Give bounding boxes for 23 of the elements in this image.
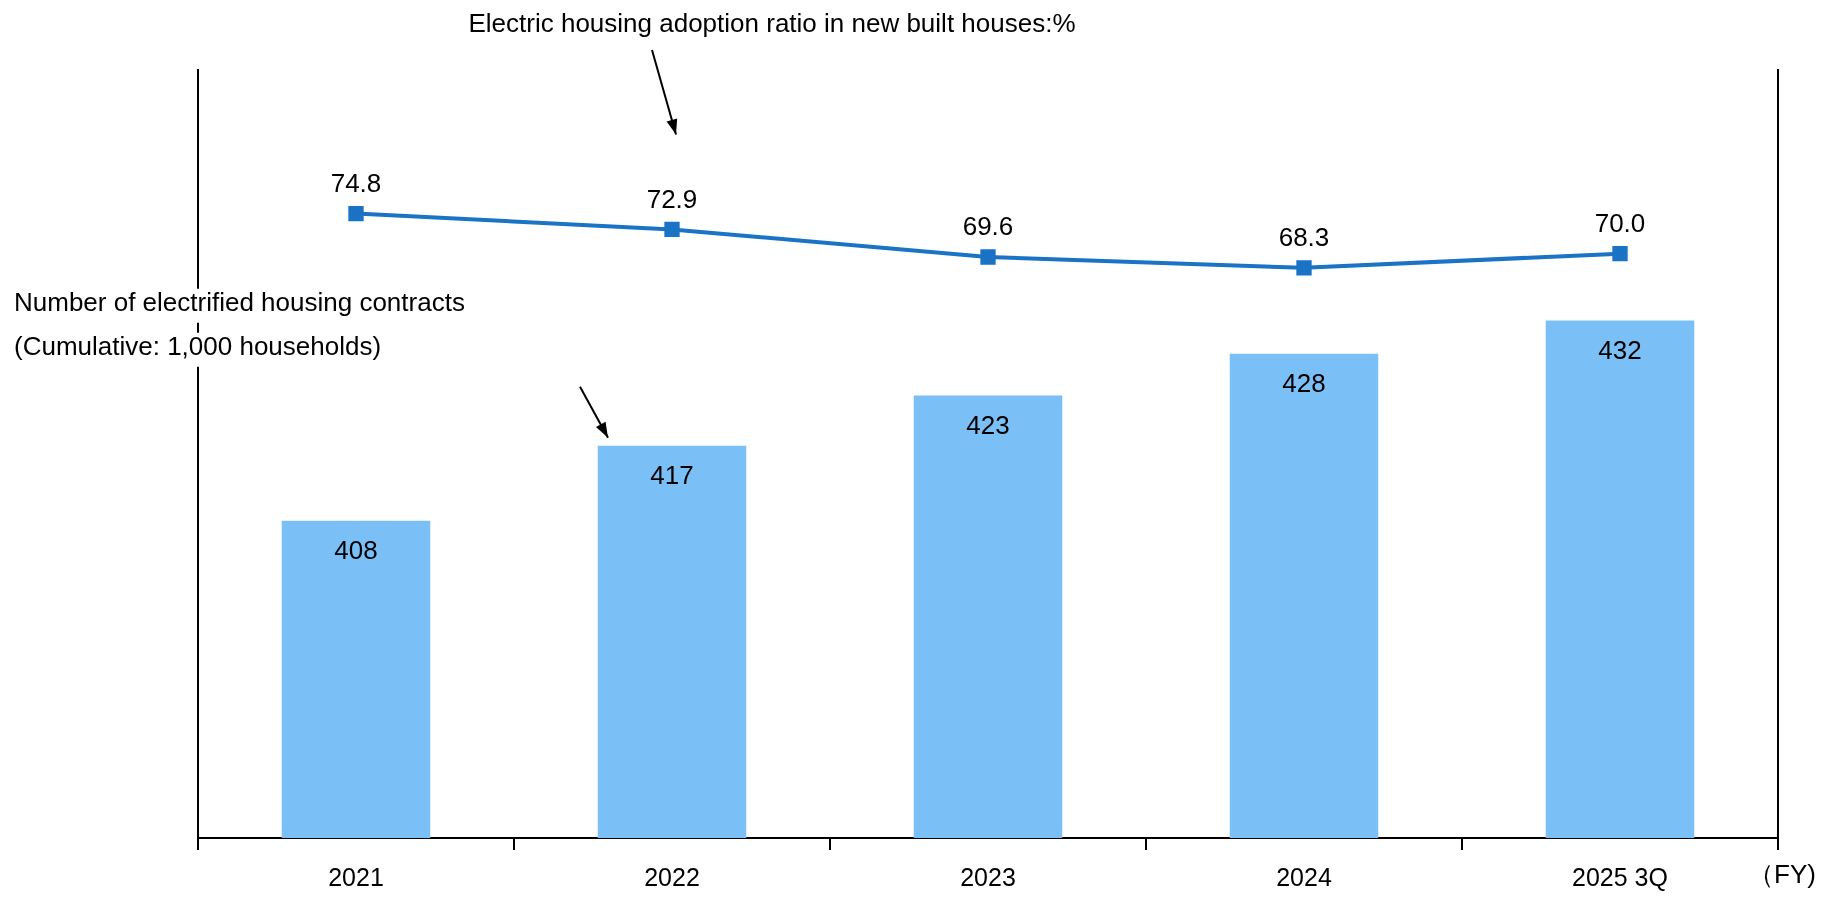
x-tick-label: 2025 3Q [1572,862,1668,891]
point [1296,260,1312,276]
x-tick-label: 2023 [960,862,1016,891]
data-label: 428 [1282,368,1326,398]
x-tick-label: 2024 [1276,862,1332,891]
data-label: 69.6 [962,211,1014,242]
x-axis-title: （FY) [1748,859,1816,890]
data-label: 423 [966,409,1010,440]
data-label: 408 [334,534,378,565]
x-tick-label: 2022 [644,862,700,891]
text: Electric housing adoption ratio in new built houses:% [468,8,1076,39]
point [1612,246,1628,262]
data-label: 68.3 [1278,222,1330,253]
point [348,205,364,222]
annotation: Number of electrified housing contracts (Cumulative: 1,000 households) [14,286,465,361]
data-label: 432 [1598,334,1642,365]
point [980,249,996,265]
data-label: 72.9 [646,183,698,214]
point [664,221,680,238]
x-tick-label: 2021 [328,862,384,891]
data-label: 74.8 [330,167,382,198]
data-label: 417 [650,459,694,490]
data-label: 70.0 [1594,207,1646,238]
